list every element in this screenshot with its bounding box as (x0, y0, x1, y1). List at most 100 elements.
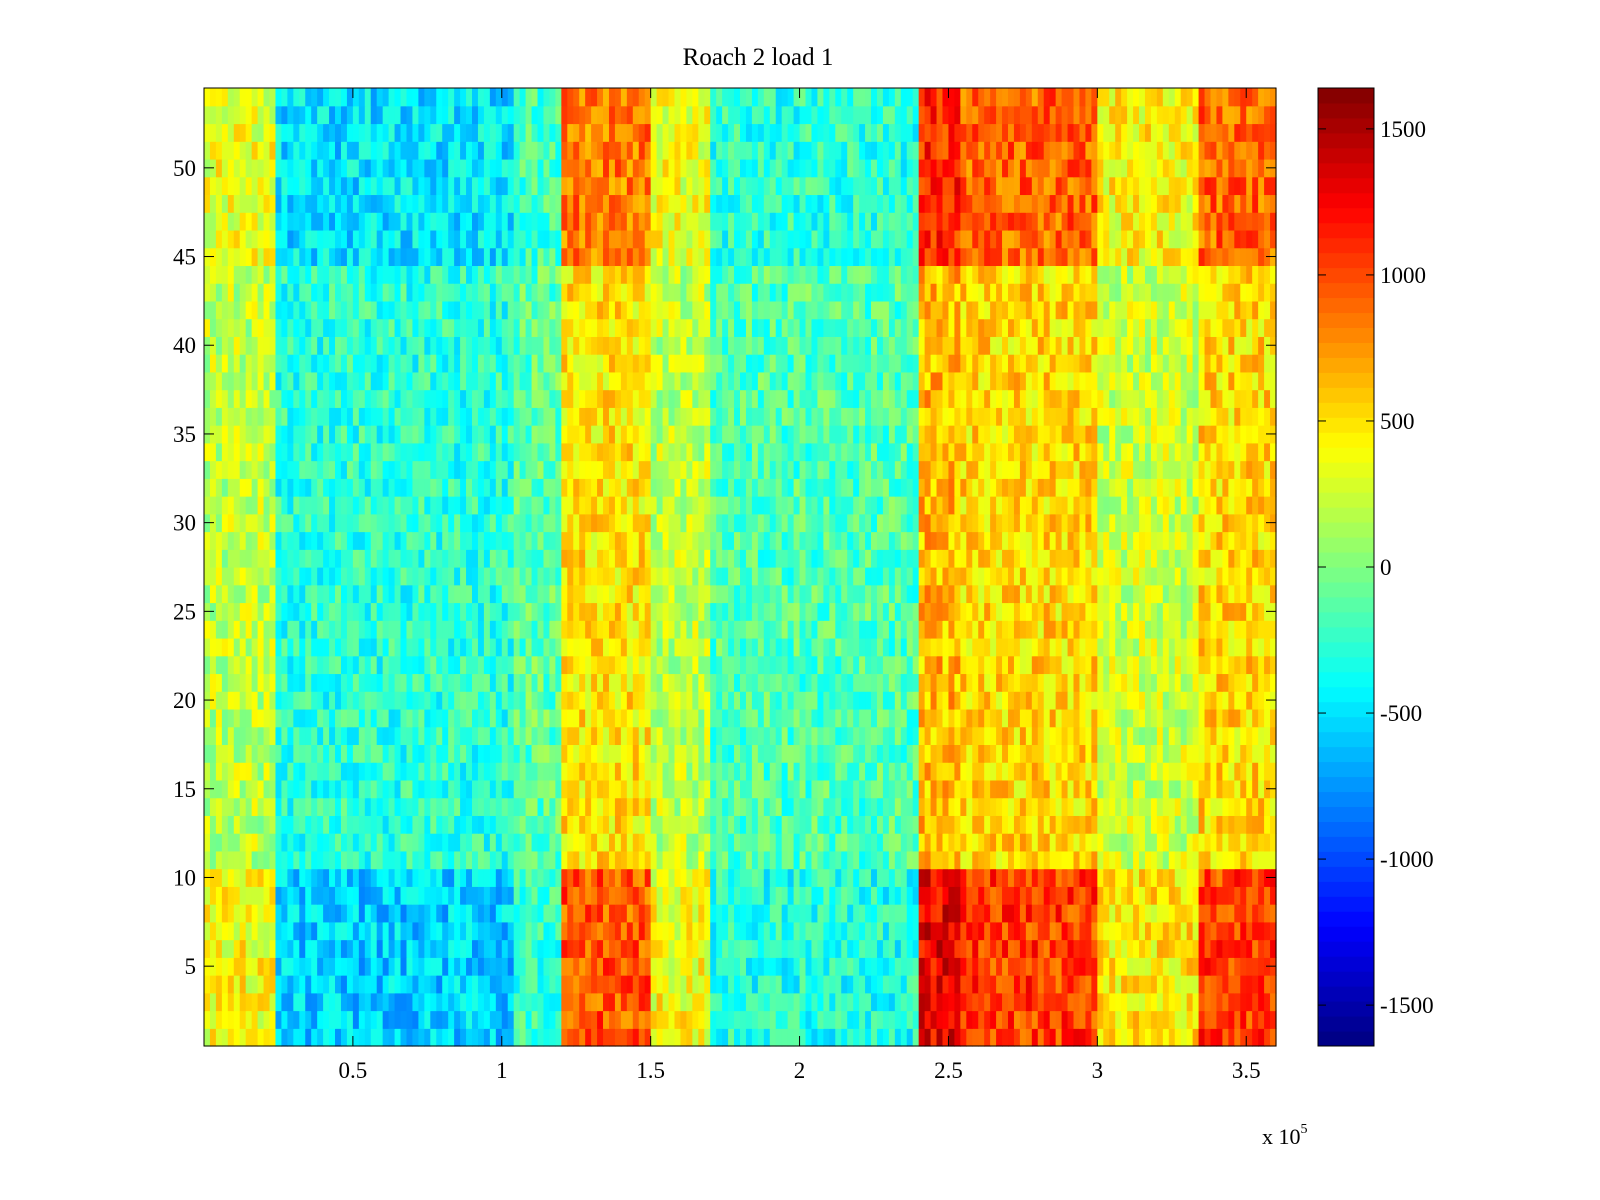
heatmap-cell (1109, 708, 1116, 728)
heatmap-cell (340, 708, 348, 728)
heatmap-cell (460, 975, 467, 994)
heatmap-cell (311, 602, 318, 621)
heatmap-cell (775, 779, 783, 799)
heatmap-cell (1216, 904, 1223, 923)
heatmap-cell (233, 779, 241, 799)
heatmap-cell (1025, 567, 1033, 586)
heatmap-cell (734, 815, 741, 834)
heatmap-cell (287, 762, 294, 781)
heatmap-cell (311, 655, 318, 675)
heatmap-cell (1025, 1028, 1033, 1047)
heatmap-cell (257, 620, 265, 639)
heatmap-cell (1192, 886, 1200, 905)
heatmap-cell (352, 1010, 360, 1029)
heatmap-cell (335, 762, 342, 781)
heatmap-cell (1174, 637, 1182, 657)
heatmap-cell (996, 1028, 1003, 1047)
heatmap-cell (221, 584, 229, 604)
heatmap-cell (787, 1028, 795, 1047)
heatmap-cell (513, 904, 521, 923)
heatmap-cell (1186, 655, 1194, 675)
heatmap-cell (1085, 779, 1092, 799)
heatmap-cell (239, 957, 247, 976)
heatmap-cell (978, 567, 985, 586)
heatmap-cell (1073, 850, 1081, 870)
heatmap-cell (346, 726, 354, 746)
heatmap-cell (996, 939, 1003, 958)
heatmap-cell (817, 868, 824, 887)
heatmap-cell (323, 549, 330, 568)
heatmap-cell (460, 744, 467, 763)
heatmap-cell (317, 815, 324, 834)
heatmap-cell (871, 567, 878, 586)
heatmap-cell (340, 762, 348, 781)
heatmap-cell (704, 762, 711, 781)
heatmap-cell (305, 744, 312, 763)
heatmap-cell (674, 904, 682, 923)
heatmap-cell (227, 815, 235, 834)
heatmap-cell (412, 886, 419, 905)
heatmap-cell (990, 567, 997, 586)
heatmap-cell (346, 939, 354, 958)
heatmap-cell (644, 1010, 652, 1029)
heatmap-cell (287, 744, 294, 763)
heatmap-cell (906, 957, 914, 976)
heatmap-cell (650, 957, 658, 976)
heatmap-cell (1055, 939, 1063, 958)
heatmap-cell (865, 655, 872, 675)
heatmap-cell (799, 779, 807, 799)
heatmap-cell (936, 939, 944, 958)
heatmap-cell (757, 726, 765, 746)
heatmap-cell (1192, 655, 1200, 675)
heatmap-cell (710, 992, 717, 1012)
heatmap-cell (948, 833, 955, 852)
heatmap-cell (1079, 815, 1087, 834)
heatmap-cell (323, 992, 330, 1012)
heatmap-cell (1013, 815, 1021, 834)
heatmap-cell (1192, 975, 1200, 994)
heatmap-cell (352, 921, 360, 941)
heatmap-cell (751, 637, 759, 657)
heatmap-cell (370, 921, 378, 941)
heatmap-cell (1156, 620, 1164, 639)
heatmap-cell (269, 992, 277, 1012)
heatmap-cell (829, 815, 836, 834)
heatmap-cell (561, 992, 568, 1012)
heatmap-cell (793, 992, 801, 1012)
heatmap-cell (388, 744, 396, 763)
heatmap-cell (1156, 1028, 1164, 1047)
heatmap-cell (579, 637, 586, 657)
heatmap-cell (340, 815, 348, 834)
heatmap-cell (531, 850, 539, 870)
heatmap-cell (960, 815, 967, 834)
heatmap-cell (460, 868, 467, 887)
heatmap-cell (1097, 975, 1104, 994)
heatmap-cell (680, 549, 687, 568)
heatmap-cell (430, 708, 437, 728)
heatmap-cell (781, 691, 789, 710)
heatmap-cell (239, 833, 247, 852)
heatmap-cell (293, 567, 300, 586)
heatmap-cell (1174, 762, 1182, 781)
heatmap-cell (346, 549, 354, 568)
heatmap-cell (608, 975, 616, 994)
heatmap-cell (436, 673, 443, 692)
heatmap-cell (209, 726, 217, 746)
heatmap-cell (561, 815, 568, 834)
heatmap-cell (1103, 886, 1110, 905)
heatmap-cell (984, 921, 991, 941)
heatmap-cell (698, 850, 705, 870)
heatmap-cell (543, 584, 551, 604)
heatmap-cell (644, 726, 652, 746)
heatmap-cell (1097, 708, 1104, 728)
heatmap-cell (894, 1028, 902, 1047)
heatmap-cell (269, 815, 277, 834)
heatmap-cell (817, 992, 824, 1012)
heatmap-cell (1270, 886, 1277, 905)
heatmap-cell (936, 673, 944, 692)
heatmap-cell (317, 708, 324, 728)
heatmap-cell (859, 620, 866, 639)
heatmap-cell (412, 584, 419, 604)
heatmap-cell (591, 921, 598, 941)
heatmap-cell (519, 1028, 527, 1047)
